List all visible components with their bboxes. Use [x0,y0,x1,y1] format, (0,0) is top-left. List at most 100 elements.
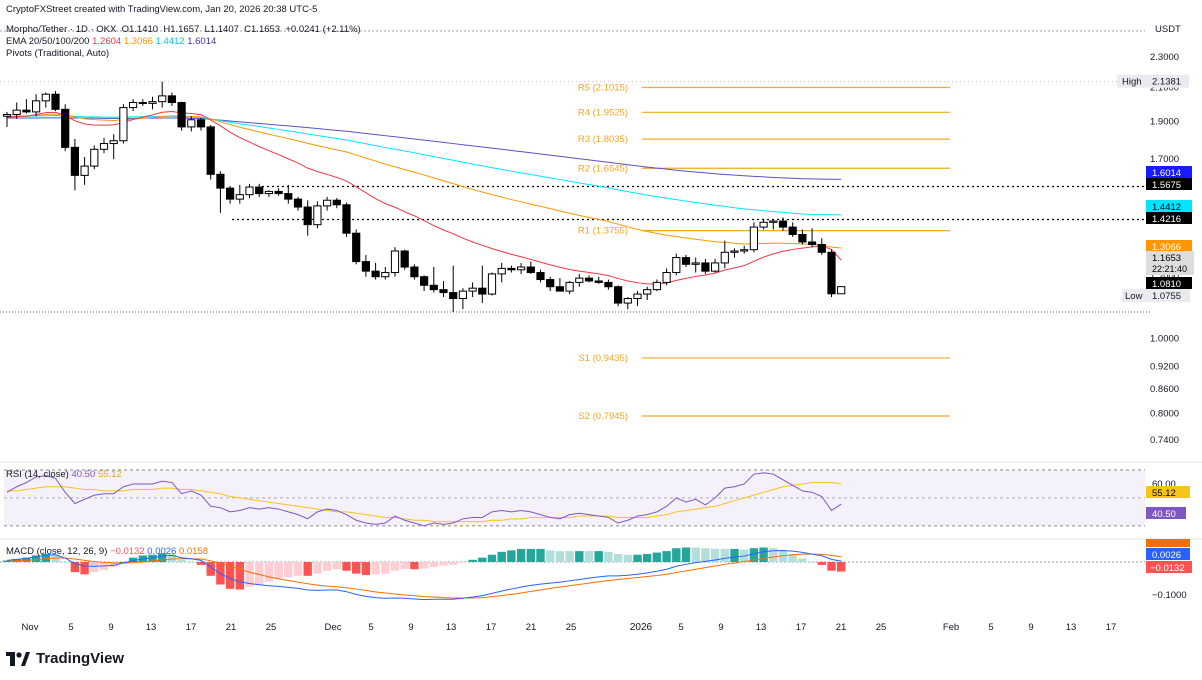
macd-histogram-bar [555,551,565,562]
tradingview-logo-icon [6,651,30,666]
bullish-candle [575,277,584,283]
bearish-candle [303,206,312,226]
pivot-label: R5 (2.1015) [578,82,628,93]
price-badge-value: 1.5675 [1152,180,1181,191]
macd-histogram-bar [604,551,613,562]
macd-histogram-bar [546,550,555,562]
macd-histogram-bar [458,562,468,563]
bearish-candle [61,108,70,148]
macd-histogram-bar [449,562,458,565]
bearish-candle [681,257,691,265]
time-tick-label: 21 [836,622,847,633]
bullish-candle [691,262,700,265]
pivot-label: R3 (1.8035) [578,134,628,145]
macd-histogram-bar [536,548,545,562]
ema100-value: 1.4412 [155,36,185,47]
bearish-candle [555,286,564,292]
macd-histogram-bar [313,562,322,574]
macd-histogram-bar [109,562,118,568]
bullish-candle [32,100,41,113]
price-tick-label: 1.9000 [1150,117,1179,128]
macd-histogram-bar [264,562,274,582]
time-tick-label: Feb [943,622,959,633]
bullish-candle [90,148,99,167]
bearish-candle [352,232,361,263]
price-tick-label: 1.7000 [1150,154,1179,165]
time-tick-label: 17 [486,622,497,633]
bullish-candle [158,95,167,103]
time-tick-label: 13 [756,622,767,633]
bullish-candle [235,194,244,200]
macd-legend[interactable]: MACD (close, 12, 26, 9) −0.0132 0.0026 0… [6,546,209,557]
macd-histogram-bar [730,548,739,562]
bullish-candle [672,257,681,274]
bearish-candle [206,126,215,175]
bullish-candle [41,93,50,102]
bearish-candle [51,93,60,110]
macd-histogram-bar [187,562,196,563]
price-badge-value: 1.0810 [1152,279,1181,290]
price-badge [1146,277,1192,289]
tradingview-logo[interactable]: TradingView [6,650,124,667]
macd-histogram-bar [381,562,390,574]
time-tick-label: 9 [108,622,113,633]
price-tick-label: 2.3000 [1150,52,1179,63]
macd-histogram-bar [148,554,157,562]
symbol-line[interactable]: Morpho/Tether · 1D · OKX O1.1410 H1.1657… [6,24,361,35]
macd-histogram-bar [167,554,177,562]
macd-histogram-bar [41,554,50,562]
price-tick-label: 0.8600 [1150,384,1179,395]
macd-histogram-bar [332,562,341,570]
bullish-candle [652,281,661,291]
macd-histogram-bar [652,552,662,562]
price-badge-value: 1.3066 [1152,242,1181,253]
bearish-candle [177,102,186,128]
price-tick-label: 0.7400 [1150,435,1179,446]
macd-tick-label: −0.1000 [1152,590,1187,601]
macd-histogram-bar [245,562,254,587]
pivot-label: R2 (1.6545) [578,163,628,174]
bullish-candle [487,273,497,295]
bearish-candle [361,261,370,272]
bearish-candle [332,199,341,206]
rsi-badge [1146,507,1186,519]
macd-histogram-bar [788,554,797,562]
bearish-candle [778,220,788,228]
bearish-candle [478,287,487,295]
bearish-candle [536,272,545,281]
macd-histogram-bar [429,562,438,568]
rsi-badge-value: 40.50 [1152,509,1176,520]
macd-histogram-bar [613,554,623,562]
macd-hist-badge [1146,539,1190,547]
time-tick-label: 13 [146,622,157,633]
macd-histogram-bar [293,562,303,576]
pivot-label: S2 (0.7945) [578,411,628,422]
macd-histogram-bar [798,558,807,562]
bearish-candle [449,292,458,300]
macd-histogram-bar [759,547,768,562]
macd-histogram-bar [2,560,12,562]
time-tick-label: 13 [1066,622,1077,633]
price-badge-value: 1.4412 [1152,202,1181,213]
bullish-candle [468,287,477,292]
time-tick-label: 13 [446,622,457,633]
bearish-candle [526,266,535,274]
macd-histogram-bar [439,562,448,566]
macd-histogram-bar [584,551,594,562]
macd-histogram-bar [419,562,429,569]
ema-legend[interactable]: EMA 20/50/100/200 1.2604 1.3066 1.4412 1… [6,36,217,47]
bullish-candle [837,286,846,295]
rsi-legend[interactable]: RSI (14, close) 40.50 55.12 [6,469,122,480]
macd-histogram-bar [710,548,720,562]
bearish-candle [196,119,206,128]
macd-histogram-bar [61,562,70,563]
bearish-candle [138,102,147,105]
macd-histogram-bar [80,562,89,575]
pivots-legend[interactable]: Pivots (Traditional, Auto) [6,48,110,59]
macd-histogram-bar [90,562,99,573]
bullish-candle [129,102,138,109]
bullish-candle [720,251,729,264]
time-tick-label: 9 [1028,622,1033,633]
price-badge [1146,166,1192,178]
